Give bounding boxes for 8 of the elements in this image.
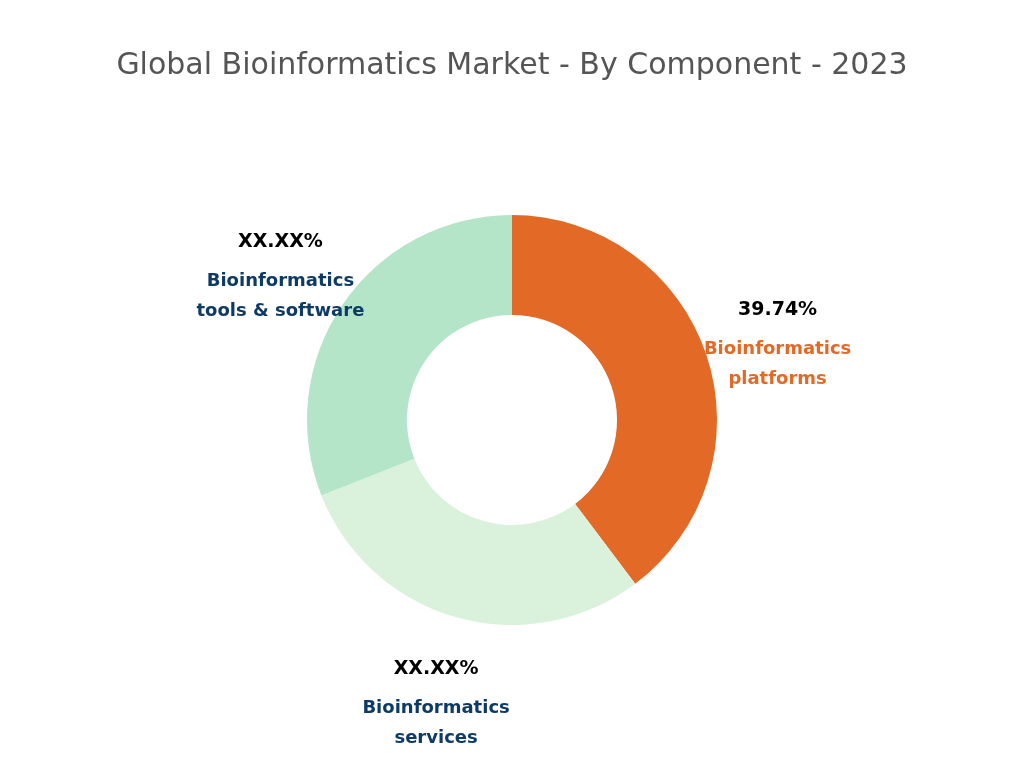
chart-title: Global Bioinformatics Market - By Component - 2023 [116,46,908,81]
data-label: 39.74% [738,297,818,320]
slice-label: Bioinformatics tools & software [196,268,365,320]
data-label: XX.XX% [237,228,323,251]
slice-label: Bioinformatics platforms [703,337,852,389]
slice-label: Bioinformatics services [362,695,510,747]
donut-slice [321,458,636,625]
data-label: XX.XX% [393,655,479,678]
